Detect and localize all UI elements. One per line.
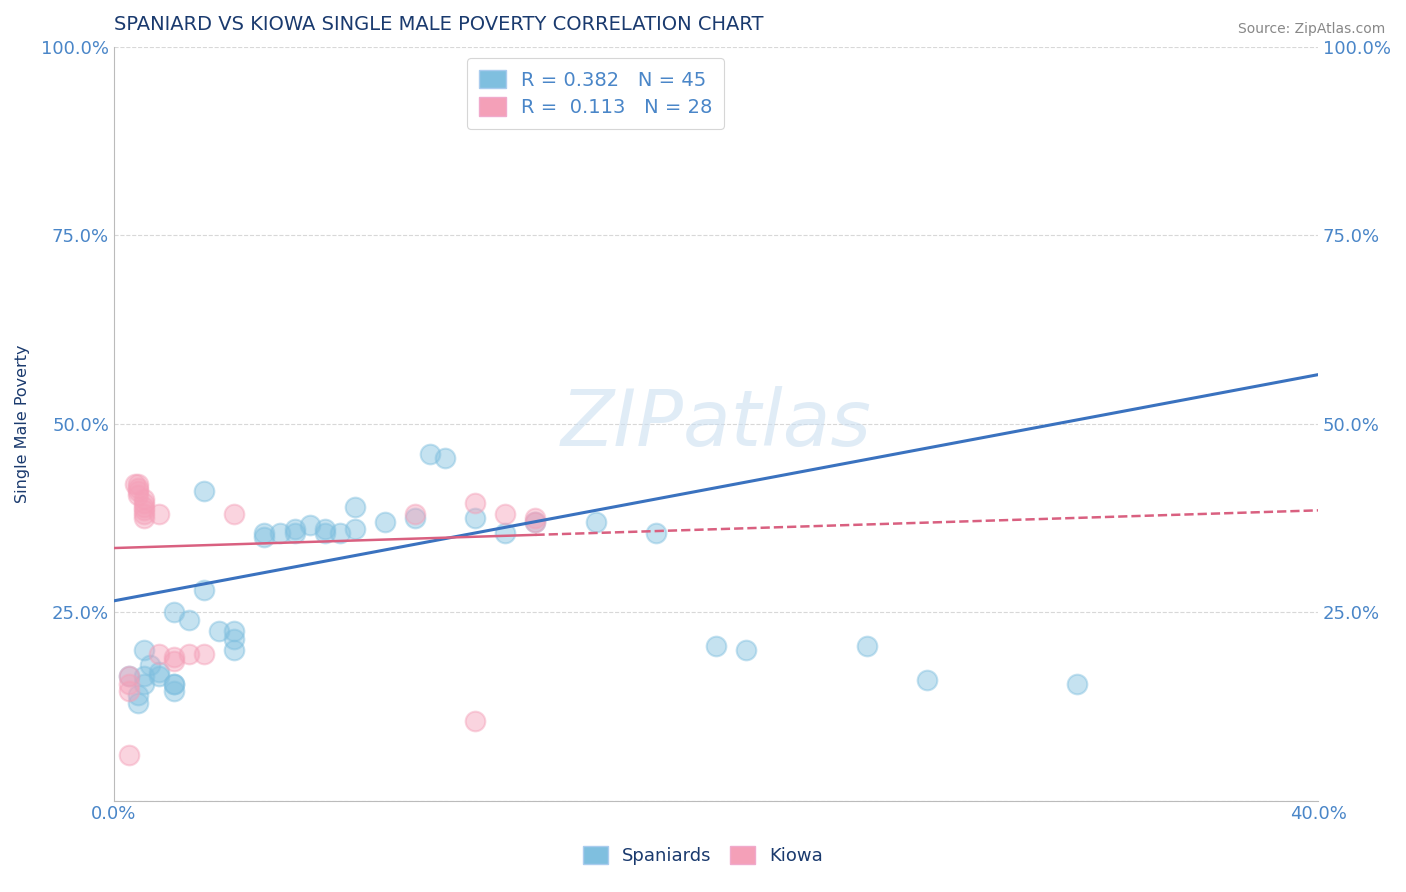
Point	[585, 515, 607, 529]
Point	[163, 677, 186, 691]
Point	[132, 503, 155, 517]
Point	[464, 511, 486, 525]
Point	[127, 488, 149, 502]
Point	[148, 507, 170, 521]
Point	[1066, 677, 1088, 691]
Y-axis label: Single Male Poverty: Single Male Poverty	[15, 344, 30, 503]
Point	[224, 624, 246, 638]
Point	[132, 643, 155, 657]
Point	[132, 507, 155, 521]
Point	[343, 500, 366, 514]
Point	[253, 530, 276, 544]
Point	[179, 613, 201, 627]
Point	[735, 643, 758, 657]
Point	[163, 650, 186, 665]
Point	[298, 518, 321, 533]
Point	[148, 665, 170, 680]
Point	[464, 714, 486, 729]
Point	[193, 647, 215, 661]
Point	[163, 677, 186, 691]
Point	[132, 669, 155, 683]
Point	[132, 491, 155, 506]
Point	[127, 477, 149, 491]
Point	[644, 525, 666, 540]
Point	[139, 657, 162, 672]
Point	[224, 507, 246, 521]
Point	[163, 684, 186, 698]
Point	[208, 624, 231, 638]
Point	[148, 647, 170, 661]
Point	[329, 525, 352, 540]
Point	[224, 632, 246, 646]
Point	[127, 688, 149, 702]
Text: ZIPatlas: ZIPatlas	[561, 385, 872, 462]
Point	[118, 669, 141, 683]
Point	[915, 673, 938, 687]
Point	[404, 507, 426, 521]
Point	[118, 684, 141, 698]
Point	[132, 496, 155, 510]
Point	[193, 484, 215, 499]
Point	[127, 696, 149, 710]
Point	[179, 647, 201, 661]
Point	[253, 525, 276, 540]
Point	[193, 582, 215, 597]
Point	[124, 477, 146, 491]
Point	[132, 677, 155, 691]
Point	[434, 450, 457, 465]
Text: Source: ZipAtlas.com: Source: ZipAtlas.com	[1237, 22, 1385, 37]
Point	[127, 481, 149, 495]
Point	[855, 639, 877, 653]
Point	[118, 669, 141, 683]
Point	[704, 639, 727, 653]
Point	[132, 500, 155, 514]
Point	[524, 515, 547, 529]
Point	[163, 654, 186, 668]
Point	[524, 511, 547, 525]
Point	[464, 496, 486, 510]
Point	[118, 748, 141, 763]
Point	[314, 525, 336, 540]
Point	[284, 525, 307, 540]
Point	[419, 447, 441, 461]
Point	[494, 507, 516, 521]
Point	[148, 669, 170, 683]
Point	[374, 515, 396, 529]
Point	[132, 511, 155, 525]
Point	[224, 643, 246, 657]
Point	[269, 525, 291, 540]
Text: SPANIARD VS KIOWA SINGLE MALE POVERTY CORRELATION CHART: SPANIARD VS KIOWA SINGLE MALE POVERTY CO…	[114, 15, 763, 34]
Point	[314, 522, 336, 536]
Point	[524, 515, 547, 529]
Point	[118, 677, 141, 691]
Point	[343, 522, 366, 536]
Point	[404, 511, 426, 525]
Legend: Spaniards, Kiowa: Spaniards, Kiowa	[575, 839, 831, 872]
Point	[127, 484, 149, 499]
Point	[494, 525, 516, 540]
Point	[163, 605, 186, 619]
Legend: R = 0.382   N = 45, R =  0.113   N = 28: R = 0.382 N = 45, R = 0.113 N = 28	[467, 58, 724, 129]
Point	[284, 522, 307, 536]
